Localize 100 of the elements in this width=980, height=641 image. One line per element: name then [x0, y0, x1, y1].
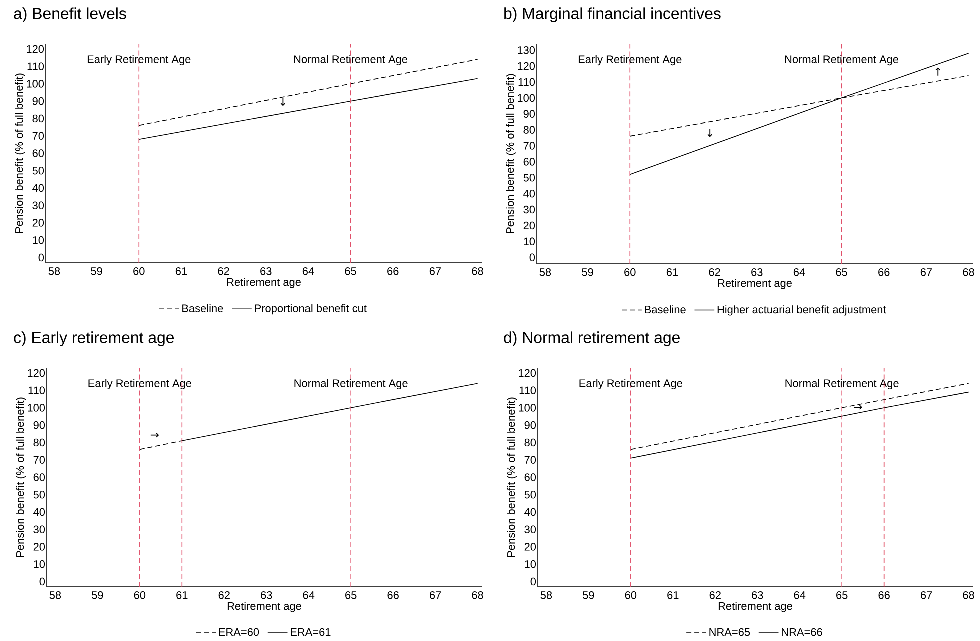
x-tick-label: 67 [430, 592, 442, 600]
x-tick-label: 64 [303, 592, 315, 600]
y-tick-label: 60 [34, 474, 46, 482]
y-tick-label: 40 [34, 508, 46, 516]
y-tick-label: 100 [27, 80, 44, 88]
y-tick-label: 0 [38, 254, 44, 262]
x-tick-label: 62 [709, 268, 720, 276]
y-tick-label: 120 [27, 45, 44, 54]
ref-line-label: Normal Retirement Age [294, 55, 408, 66]
x-tick-label: 68 [472, 268, 484, 276]
y-tick-label: 60 [32, 150, 44, 158]
y-tick-label: 0 [530, 254, 536, 262]
x-tick-label: 60 [625, 592, 637, 600]
x-tick-label: 59 [582, 268, 594, 276]
x-tick-label: 61 [176, 592, 188, 600]
y-tick-label: 70 [32, 132, 44, 140]
y-tick-label: 20 [524, 543, 536, 551]
x-tick-label: 58 [50, 592, 62, 600]
x-tick-label: 67 [920, 268, 932, 276]
chart-title: b) Marginal financial incentives [504, 8, 721, 23]
x-tick-label: 66 [388, 268, 399, 276]
x-tick-label: 63 [261, 592, 272, 600]
legend-label: Baseline [182, 304, 224, 312]
x-tick-label: 61 [176, 268, 188, 276]
y-tick-label: 80 [32, 114, 44, 123]
annotation: ↑ [936, 68, 940, 76]
x-tick-label: 61 [666, 268, 678, 276]
y-tick-label: 50 [32, 166, 44, 175]
legend-label: Higher actuarial benefit adjustment [718, 306, 886, 316]
y-tick-label: 30 [32, 202, 44, 210]
x-tick-label: 64 [794, 268, 806, 276]
x-tick-label: 64 [794, 592, 806, 600]
x-tick-label: 68 [472, 592, 484, 600]
x-tick-label: 60 [134, 592, 146, 600]
y-tick-label: 10 [524, 238, 536, 246]
y-tick-label: 100 [28, 404, 46, 412]
y-tick-label: 20 [34, 543, 46, 551]
x-tick-label: 59 [583, 592, 594, 600]
y-axis-title: Pension benefit (% of full benefit) [506, 74, 516, 234]
x-tick-label: 68 [963, 268, 974, 276]
y-tick-label: 70 [524, 456, 536, 464]
y-tick-label: 30 [34, 526, 46, 534]
x-tick-label: 66 [878, 592, 890, 600]
x-tick-label: 58 [540, 268, 552, 276]
x-tick-label: 65 [346, 592, 357, 600]
y-tick-label: 130 [518, 46, 536, 54]
x-axis-title: Retirement age [718, 602, 792, 612]
y-tick-label: 110 [520, 386, 536, 394]
chart-title: a) Benefit levels [14, 8, 126, 23]
x-tick-label: 58 [540, 592, 552, 600]
ref-line-label: Normal Retirement Age [294, 379, 408, 390]
annotation: ↓ [708, 129, 712, 138]
x-tick-label: 60 [134, 268, 145, 276]
x-tick-label: 67 [430, 268, 441, 276]
x-tick-label: 62 [710, 592, 721, 600]
x-tick-label: 65 [836, 592, 848, 600]
chart-title: c) Early retirement age [14, 332, 174, 347]
x-axis-title: Retirement age [228, 602, 302, 612]
y-tick-label: 50 [34, 491, 46, 499]
legend-label: Proportional benefit cut [255, 304, 367, 315]
x-tick-label: 62 [218, 268, 230, 276]
x-tick-label: 65 [345, 268, 356, 276]
x-axis-title: Retirement age [718, 279, 792, 290]
y-tick-label: 80 [524, 126, 536, 134]
x-tick-label: 60 [624, 268, 636, 276]
legend-label: ERA=60 [219, 628, 260, 636]
x-tick-label: 58 [48, 268, 60, 276]
y-tick-label: 110 [28, 386, 46, 394]
x-axis-title: Retirement age [227, 278, 301, 288]
x-tick-label: 59 [91, 268, 102, 276]
y-tick-label: 90 [32, 97, 44, 106]
y-tick-label: 0 [40, 578, 46, 586]
y-tick-label: 0 [530, 578, 536, 586]
chart-title: d) Normal retirement age [504, 332, 680, 347]
x-tick-label: 63 [752, 592, 764, 600]
legend-label: ERA=61 [291, 628, 331, 636]
y-tick-label: 40 [32, 184, 44, 192]
y-tick-label: 20 [524, 222, 536, 230]
y-tick-label: 120 [518, 62, 536, 70]
y-tick-label: 70 [524, 142, 536, 150]
annotation: ↓ [280, 98, 286, 106]
y-tick-label: 10 [33, 236, 44, 244]
y-tick-label: 10 [525, 560, 536, 568]
y-tick-label: 20 [32, 219, 44, 227]
y-tick-label: 50 [524, 174, 536, 182]
annotation: → [854, 405, 862, 410]
annotation: → [150, 432, 159, 438]
y-tick-label: 30 [524, 526, 536, 534]
x-tick-label: 65 [836, 268, 848, 276]
y-tick-label: 100 [518, 94, 536, 102]
y-tick-label: 50 [524, 491, 536, 499]
y-tick-label: 110 [518, 78, 536, 86]
x-tick-label: 61 [668, 592, 679, 600]
x-tick-label: 62 [218, 592, 230, 600]
y-tick-label: 120 [519, 369, 536, 378]
ref-line-label: Normal Retirement Age [785, 55, 899, 66]
ref-line-label: Early Retirement Age [580, 379, 682, 390]
y-tick-label: 90 [524, 110, 536, 118]
legend-label: NRA=65 [710, 628, 750, 636]
y-tick-label: 70 [34, 456, 46, 464]
